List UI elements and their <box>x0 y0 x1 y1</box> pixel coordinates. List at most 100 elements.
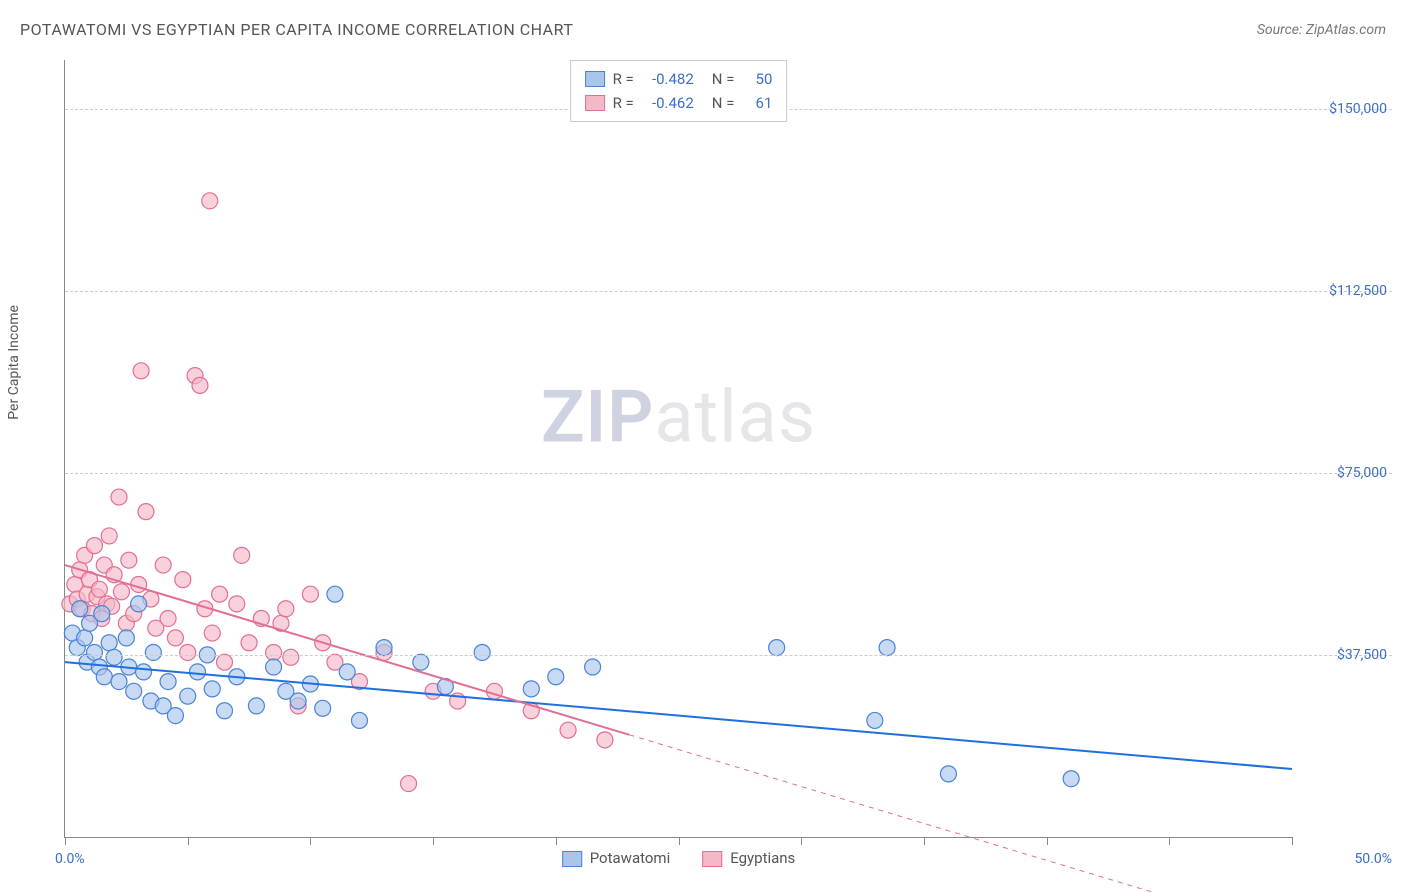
scatter-point <box>204 625 220 641</box>
scatter-svg <box>65 60 1292 837</box>
legend-n-value-0: 50 <box>742 67 772 91</box>
plot-area: ZIPatlas R = -0.482 N = 50 R = -0.462 N … <box>64 60 1292 838</box>
y-tick-label: $112,500 <box>1297 283 1387 299</box>
legend-item-1: Egyptians <box>702 849 795 867</box>
chart-header: POTAWATOMI VS EGYPTIAN PER CAPITA INCOME… <box>20 20 1386 39</box>
scatter-point <box>118 630 134 646</box>
scatter-point <box>241 635 257 651</box>
scatter-point <box>585 659 601 675</box>
source-name: ZipAtlas.com <box>1306 22 1386 38</box>
scatter-point <box>1063 771 1079 787</box>
scatter-point <box>190 664 206 680</box>
x-tick <box>924 837 925 845</box>
scatter-point <box>217 703 233 719</box>
scatter-point <box>101 635 117 651</box>
scatter-point <box>160 610 176 626</box>
scatter-point <box>523 681 539 697</box>
y-axis-label: Per Capita Income <box>6 305 22 420</box>
x-tick <box>1292 837 1293 845</box>
scatter-point <box>413 654 429 670</box>
legend-n-label-0: N = <box>712 67 735 91</box>
scatter-point <box>769 640 785 656</box>
scatter-point <box>96 669 112 685</box>
scatter-point <box>121 552 137 568</box>
scatter-point <box>180 644 196 660</box>
scatter-point <box>126 683 142 699</box>
scatter-point <box>133 363 149 379</box>
scatter-point <box>202 193 218 209</box>
chart-title: POTAWATOMI VS EGYPTIAN PER CAPITA INCOME… <box>20 20 573 39</box>
scatter-point <box>234 547 250 563</box>
gridline-h <box>65 291 1392 292</box>
chart-container: Per Capita Income ZIPatlas R = -0.482 N … <box>44 60 1392 878</box>
scatter-point <box>248 698 264 714</box>
legend-r-value-1: -0.462 <box>642 91 694 115</box>
scatter-point <box>339 664 355 680</box>
scatter-point <box>160 674 176 690</box>
scatter-point <box>101 528 117 544</box>
legend-bottom-swatch-1 <box>702 851 722 867</box>
scatter-point <box>106 649 122 665</box>
x-tick <box>556 837 557 845</box>
scatter-point <box>560 722 576 738</box>
trend-line <box>65 662 1292 769</box>
scatter-point <box>327 586 343 602</box>
scatter-point <box>111 489 127 505</box>
scatter-point <box>867 712 883 728</box>
y-tick-label: $75,000 <box>1297 465 1387 481</box>
scatter-point <box>131 596 147 612</box>
scatter-point <box>111 674 127 690</box>
scatter-point <box>278 601 294 617</box>
scatter-point <box>192 377 208 393</box>
y-tick-label: $37,500 <box>1297 647 1387 663</box>
scatter-point <box>94 606 110 622</box>
scatter-point <box>229 596 245 612</box>
scatter-point <box>145 644 161 660</box>
scatter-point <box>155 557 171 573</box>
scatter-point <box>180 688 196 704</box>
legend-swatch-1 <box>585 95 605 111</box>
x-tick <box>310 837 311 845</box>
source-label: Source: <box>1257 22 1302 38</box>
scatter-point <box>86 538 102 554</box>
scatter-point <box>474 644 490 660</box>
legend-swatch-0 <box>585 71 605 87</box>
x-tick <box>65 837 66 845</box>
legend-n-value-1: 61 <box>742 91 772 115</box>
x-tick <box>1169 837 1170 845</box>
scatter-point <box>167 630 183 646</box>
x-tick <box>433 837 434 845</box>
legend-bottom-swatch-0 <box>562 851 582 867</box>
scatter-point <box>266 644 282 660</box>
scatter-point <box>315 700 331 716</box>
scatter-point <box>376 640 392 656</box>
legend-r-label-1: R = <box>613 91 634 115</box>
scatter-point <box>940 766 956 782</box>
scatter-point <box>77 630 93 646</box>
trend-line-dashed <box>629 735 1292 892</box>
legend-r-value-0: -0.482 <box>642 67 694 91</box>
scatter-point <box>351 712 367 728</box>
chart-source: Source: ZipAtlas.com <box>1257 22 1386 38</box>
legend-row-0: R = -0.482 N = 50 <box>585 67 773 91</box>
series-legend: Potawatomi Egyptians <box>562 849 796 867</box>
x-tick <box>1047 837 1048 845</box>
x-max-label: 50.0% <box>1354 851 1392 867</box>
scatter-point <box>86 644 102 660</box>
legend-item-0: Potawatomi <box>562 849 671 867</box>
scatter-point <box>138 504 154 520</box>
legend-n-label-1: N = <box>712 91 735 115</box>
legend-bottom-label-1: Egyptians <box>730 849 795 867</box>
scatter-point <box>72 601 88 617</box>
scatter-point <box>302 586 318 602</box>
scatter-point <box>91 581 107 597</box>
legend-r-label-0: R = <box>613 67 634 91</box>
x-min-label: 0.0% <box>55 851 85 867</box>
x-tick <box>801 837 802 845</box>
scatter-point <box>597 732 613 748</box>
x-tick <box>679 837 680 845</box>
gridline-h <box>65 473 1392 474</box>
legend-row-1: R = -0.462 N = 61 <box>585 91 773 115</box>
correlation-legend: R = -0.482 N = 50 R = -0.462 N = 61 <box>570 60 788 122</box>
scatter-point <box>136 664 152 680</box>
